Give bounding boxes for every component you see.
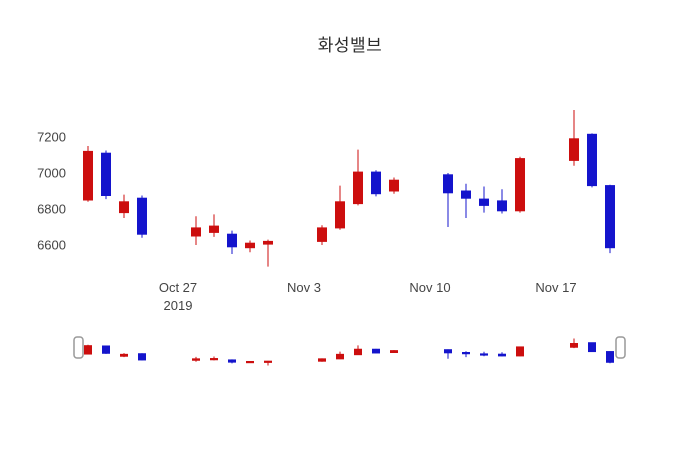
- candle[interactable]: [587, 133, 597, 188]
- mini-candle: [120, 353, 128, 358]
- mini-candle: [390, 350, 398, 354]
- y-tick-label: 6600: [37, 238, 66, 253]
- candle[interactable]: [371, 170, 381, 197]
- mini-candle: [588, 342, 596, 353]
- candle[interactable]: [191, 216, 201, 245]
- range-slider-left-handle[interactable]: [73, 336, 84, 359]
- candle[interactable]: [83, 146, 93, 202]
- x-tick-label: Oct 27: [159, 280, 197, 295]
- mini-candle: [570, 338, 578, 349]
- mini-candle: [606, 351, 614, 364]
- candle[interactable]: [317, 225, 327, 245]
- candle[interactable]: [335, 185, 345, 230]
- mini-candle: [318, 358, 326, 362]
- chart-title: 화성밸브: [317, 36, 383, 55]
- mini-candle: [336, 351, 344, 360]
- mini-candle: [372, 348, 380, 354]
- candle[interactable]: [263, 239, 273, 267]
- candle[interactable]: [515, 156, 525, 213]
- x-tick-label: Nov 3: [287, 280, 321, 295]
- candle[interactable]: [479, 186, 489, 213]
- mini-candle: [498, 352, 506, 357]
- main-plot-area[interactable]: [83, 110, 615, 267]
- candle[interactable]: [497, 189, 507, 214]
- range-slider-right-handle[interactable]: [615, 336, 626, 359]
- candle[interactable]: [227, 230, 237, 254]
- candle[interactable]: [137, 195, 147, 238]
- candle[interactable]: [461, 183, 471, 218]
- candle[interactable]: [245, 240, 255, 253]
- x-tick-year-label: 2019: [164, 298, 193, 313]
- mini-candle: [264, 360, 272, 366]
- candle[interactable]: [605, 184, 615, 254]
- candle[interactable]: [389, 177, 399, 194]
- mini-candle: [192, 356, 200, 362]
- mini-candle: [84, 344, 92, 355]
- candle[interactable]: [443, 173, 453, 227]
- mini-candle: [516, 346, 524, 357]
- mini-candle: [462, 351, 470, 358]
- mini-candle: [444, 349, 452, 359]
- x-tick-label: Nov 17: [535, 280, 576, 295]
- mini-candle: [246, 360, 254, 364]
- candle[interactable]: [101, 150, 111, 200]
- candle[interactable]: [119, 194, 129, 218]
- candle[interactable]: [209, 214, 219, 237]
- y-tick-label: 7000: [37, 166, 66, 181]
- mini-candle: [480, 351, 488, 357]
- range-slider[interactable]: [73, 336, 626, 366]
- candle[interactable]: [353, 149, 363, 206]
- x-tick-label: Nov 10: [409, 280, 450, 295]
- mini-candle: [228, 359, 236, 364]
- candle[interactable]: [569, 110, 579, 166]
- mini-candle: [102, 345, 110, 354]
- y-axis-labels: 6600 6800 7000 7200: [37, 130, 66, 253]
- y-tick-label: 6800: [37, 202, 66, 217]
- mini-candle: [354, 345, 362, 356]
- mini-candle: [210, 356, 218, 361]
- mini-candle: [138, 353, 146, 361]
- y-tick-label: 7200: [37, 130, 66, 145]
- x-axis-labels: Oct 27 2019 Nov 3 Nov 10 Nov 17: [159, 280, 577, 313]
